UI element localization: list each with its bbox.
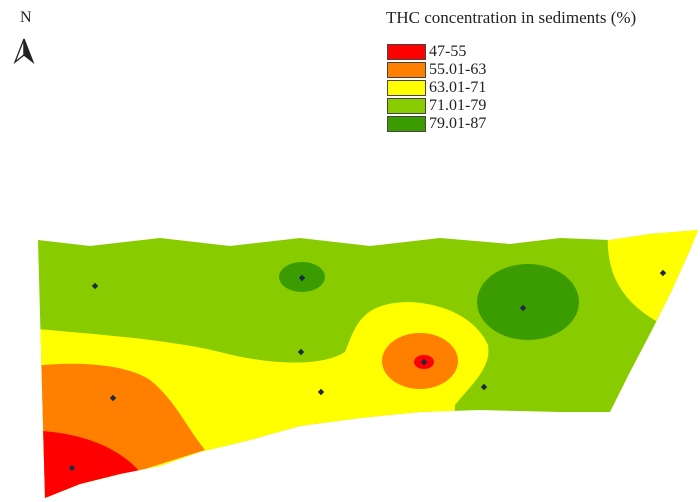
- sample-point: [480, 383, 488, 391]
- north-label: N: [20, 9, 32, 26]
- sample-point: [659, 269, 667, 277]
- legend-item: 63.01-71: [387, 79, 486, 97]
- legend-label: 71.01-79: [429, 97, 487, 114]
- sample-point: [519, 304, 527, 312]
- sample-points: [68, 269, 667, 472]
- legend-item: 47-55: [387, 43, 486, 61]
- legend-label: 63.01-71: [429, 79, 487, 96]
- sample-point: [298, 274, 306, 282]
- legend-swatch: [387, 116, 426, 132]
- legend-swatch: [387, 80, 426, 96]
- zone-79-87-northeast: [477, 264, 579, 340]
- interpolation-zones: [38, 230, 698, 498]
- legend-swatch: [387, 44, 426, 60]
- sample-point: [317, 388, 325, 396]
- legend-item: 71.01-79: [387, 97, 486, 115]
- legend-swatch: [387, 62, 426, 78]
- legend-swatch: [387, 98, 426, 114]
- sample-point: [109, 394, 117, 402]
- sample-point: [68, 464, 76, 472]
- legend-title: THC concentration in sediments (%): [386, 8, 637, 27]
- legend: 47-55 55.01-63 63.01-71 71.01-79 79.01-8…: [387, 43, 486, 133]
- sample-point: [420, 358, 428, 366]
- legend-label: 55.01-63: [429, 61, 487, 78]
- north-arrow-icon: [13, 38, 35, 64]
- legend-item: 79.01-87: [387, 115, 486, 133]
- sample-point: [91, 282, 99, 290]
- legend-item: 55.01-63: [387, 61, 486, 79]
- legend-label: 79.01-87: [429, 115, 487, 132]
- sample-point: [297, 348, 305, 356]
- legend-label: 47-55: [429, 43, 467, 60]
- zone-47-55: [38, 429, 140, 498]
